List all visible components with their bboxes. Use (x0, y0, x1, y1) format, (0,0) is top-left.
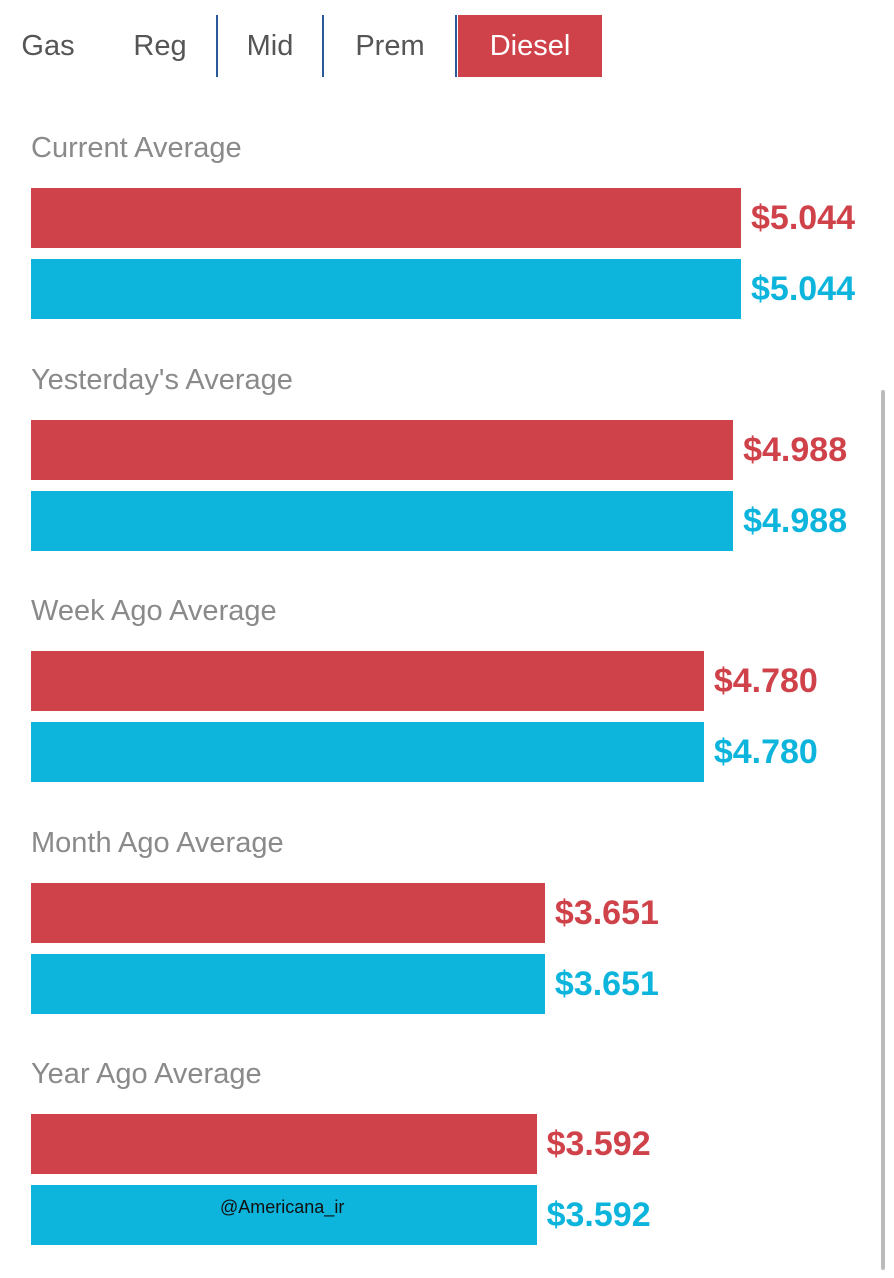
value-label: $3.651 (554, 964, 659, 1003)
tab-separator (216, 15, 218, 77)
group-label: Week Ago Average (31, 595, 277, 627)
tab[interactable]: Reg (133, 30, 187, 62)
value-label: $3.651 (554, 893, 659, 932)
bar (31, 722, 704, 782)
group-label: Month Ago Average (31, 826, 284, 859)
group-label: Current Average (31, 132, 242, 164)
bar (31, 953, 545, 1014)
tab-separator (455, 15, 457, 77)
bar (31, 882, 545, 943)
watermark: @Americana_ir (220, 1197, 345, 1217)
bar (31, 419, 734, 480)
value-label: $4.988 (743, 430, 848, 469)
group-label: Yesterday's Average (31, 363, 293, 396)
value-label: $4.780 (713, 733, 818, 771)
value-label: $3.592 (546, 1125, 651, 1163)
tab[interactable]: Prem (355, 30, 425, 62)
value-label: $4.988 (743, 501, 848, 540)
value-label: $5.044 (751, 270, 855, 308)
tab[interactable]: Mid (246, 30, 294, 62)
value-label: $4.780 (713, 662, 818, 700)
tab[interactable]: Diesel (458, 15, 602, 77)
scrollbar (881, 390, 885, 1270)
tab[interactable]: Gas (21, 30, 75, 62)
bar (31, 259, 741, 319)
tab-separator (322, 15, 324, 77)
bar (31, 188, 741, 248)
bar (31, 651, 704, 711)
group-label: Year Ago Average (31, 1058, 262, 1090)
value-label: $5.044 (751, 199, 855, 237)
bar (31, 490, 734, 551)
bar (31, 1185, 537, 1245)
bar (31, 1114, 537, 1174)
value-label: $3.592 (546, 1196, 651, 1234)
